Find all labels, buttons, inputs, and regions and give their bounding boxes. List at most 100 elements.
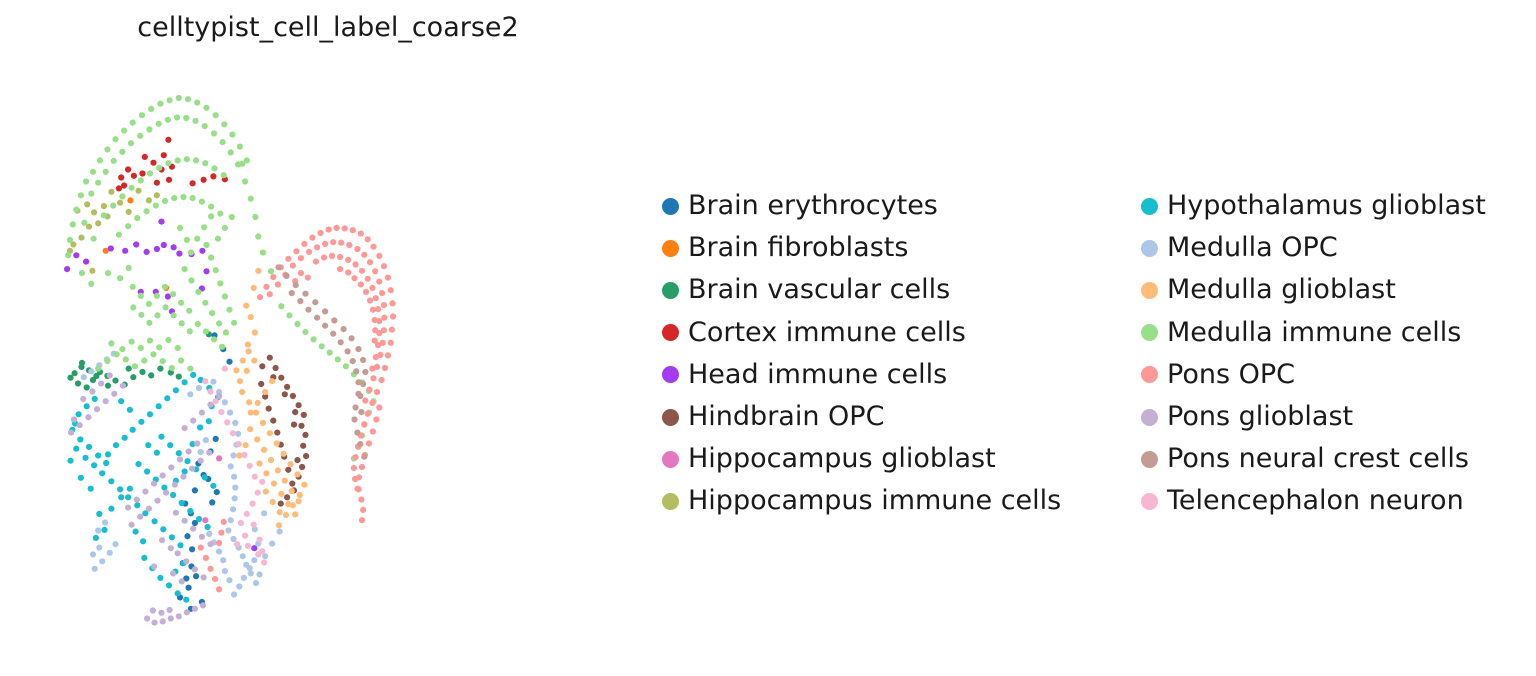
data-point [262,488,269,495]
data-point [172,387,179,394]
data-point [371,316,378,324]
legend-marker [662,408,679,426]
data-point [128,184,135,191]
data-point [119,346,126,353]
data-point [352,454,359,461]
data-point [178,357,185,364]
data-point [377,351,384,358]
data-point [175,94,182,102]
data-point [193,573,200,580]
data-point [170,491,177,499]
data-point [137,344,144,352]
data-point [112,377,119,384]
data-point [252,409,260,416]
data-point [204,523,211,531]
data-point [288,487,295,495]
data-point [354,485,361,492]
data-point [227,409,234,416]
legend-label: Hindbrain OPC [688,401,885,432]
data-point [337,253,344,261]
data-point [205,418,212,425]
data-point [125,264,132,271]
data-point [206,449,213,456]
data-point [197,449,204,456]
legend-marker [662,239,679,257]
data-point [119,148,126,155]
data-point [294,457,301,464]
data-point [209,310,216,317]
data-point [181,425,188,432]
data-point [176,456,184,463]
data-point [345,256,352,263]
data-point [183,236,190,243]
data-point [137,513,144,520]
data-point [380,302,387,309]
data-point [362,368,369,376]
legend-item: Hippocampus immune cells [662,480,1061,522]
data-point [212,267,219,274]
data-point [110,157,117,164]
data-point [301,240,308,247]
data-point [201,224,208,231]
data-point [375,306,382,313]
data-point [188,277,195,284]
data-point [379,290,386,297]
data-point [96,544,103,551]
data-point [220,172,227,179]
data-point [221,365,228,372]
data-point [207,565,214,572]
data-point [276,528,283,535]
data-point [239,388,246,396]
data-point [389,300,396,307]
data-point [381,364,389,372]
data-point [203,268,210,275]
legend-label: Telencephalon neuron [1167,485,1464,517]
data-point [302,328,309,336]
data-point [362,288,370,295]
data-point [125,208,132,215]
data-point [277,500,284,507]
data-point [278,490,285,497]
data-point [165,160,172,167]
data-point [254,489,261,496]
data-point [198,198,205,205]
data-point [259,478,266,485]
data-point [221,224,228,231]
data-point [270,417,277,424]
data-point [221,399,228,406]
data-point [150,563,158,570]
data-point [378,376,385,384]
data-point [139,368,146,376]
data-point [270,274,277,281]
data-point [322,308,329,315]
data-point [372,327,379,334]
data-point [244,542,251,550]
data-point [269,540,276,547]
scatter-plot [64,94,397,626]
data-point [251,329,258,336]
data-point [275,522,283,529]
data-point [254,399,261,406]
data-point [71,370,78,377]
data-point [354,429,361,436]
data-point [333,224,340,231]
data-point [194,99,201,106]
data-point [133,241,140,248]
data-point [164,116,171,123]
data-point [121,127,128,134]
data-point [355,390,362,397]
data-point [267,457,275,464]
data-point [360,506,367,513]
data-point [211,165,218,172]
data-point [141,153,148,160]
data-point [247,314,254,321]
data-point [202,378,209,385]
data-point [262,388,269,396]
data-point [259,419,266,426]
data-point [236,378,243,385]
data-point [128,338,135,345]
data-point [194,320,201,328]
data-point [143,208,150,215]
data-point [292,409,299,416]
data-point [129,426,136,433]
